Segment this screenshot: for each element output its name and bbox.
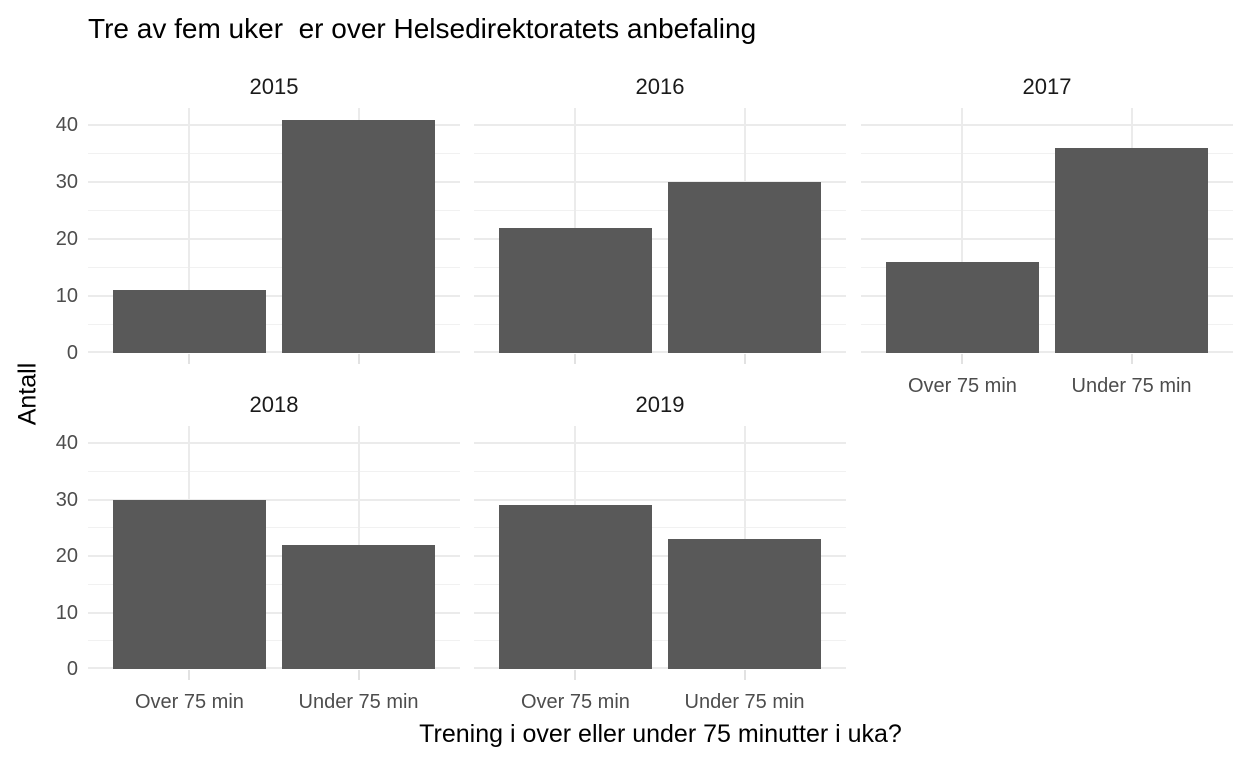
chart-title: Tre av fem uker er over Helsedirektorate… xyxy=(88,13,757,44)
bar-2016-over-75-min xyxy=(499,227,652,353)
y-axis-title: Antall xyxy=(13,362,42,426)
y-tick-label: 40 xyxy=(55,432,78,455)
gridline-x-major xyxy=(961,108,964,353)
y-tick-label: 30 xyxy=(55,171,78,194)
gridline-major xyxy=(861,238,1233,241)
gridline-minor xyxy=(861,267,1233,269)
facet-label-2018: 2018 xyxy=(249,392,299,417)
gridline-minor xyxy=(88,583,460,585)
gridline-major xyxy=(474,498,846,501)
gridline-major xyxy=(474,667,846,669)
x-axis-tick xyxy=(574,354,577,364)
x-axis-title: Trening i over eller under 75 minutter i… xyxy=(419,720,902,748)
y-tick-label: 40 xyxy=(55,114,78,137)
gridline-minor xyxy=(474,267,846,269)
facet-panel-2019 xyxy=(474,426,846,669)
gridline-minor xyxy=(88,470,460,472)
bar-2019-over-75-min xyxy=(499,505,652,669)
gridline-major xyxy=(88,295,460,298)
gridline-minor xyxy=(474,153,846,155)
x-tick-label: Under 75 min xyxy=(1071,375,1192,397)
gridline-major xyxy=(474,442,846,445)
gridline-minor xyxy=(474,324,846,326)
y-tick-label: 20 xyxy=(55,545,78,568)
gridline-major xyxy=(88,611,460,614)
x-axis-tick xyxy=(743,354,746,364)
gridline-minor xyxy=(88,210,460,212)
x-axis-tick xyxy=(574,670,577,680)
facet-panel-2016 xyxy=(474,108,846,353)
facet-label-2015: 2015 xyxy=(249,74,299,99)
y-tick-label: 20 xyxy=(55,228,78,251)
bar-2019-under-75-min xyxy=(668,539,821,669)
gridline-major xyxy=(861,295,1233,298)
gridline-major xyxy=(861,351,1233,353)
gridline-major xyxy=(88,555,460,558)
facet-label-2016: 2016 xyxy=(635,74,685,99)
y-tick-label: 10 xyxy=(55,285,78,308)
facet-panel-2015 xyxy=(88,108,460,353)
gridline-major xyxy=(88,667,460,669)
x-tick-label: Over 75 min xyxy=(134,691,244,713)
gridline-major xyxy=(861,124,1233,127)
gridline-minor xyxy=(474,527,846,529)
bar-2015-under-75-min xyxy=(282,119,435,353)
bar-2017-under-75-min xyxy=(1055,148,1208,353)
y-tick-label: 10 xyxy=(55,601,78,624)
bar-2018-under-75-min xyxy=(282,544,435,669)
gridline-major xyxy=(474,238,846,241)
y-tick-label: 30 xyxy=(55,488,78,511)
bar-2018-over-75-min xyxy=(113,499,266,669)
facet-panel-2018 xyxy=(88,426,460,669)
gridline-major xyxy=(88,124,460,127)
x-axis-tick xyxy=(188,354,191,364)
gridline-minor xyxy=(861,153,1233,155)
gridline-major xyxy=(88,351,460,353)
gridline-major xyxy=(474,124,846,127)
x-axis-tick xyxy=(357,354,360,364)
x-axis-tick xyxy=(1130,354,1133,364)
x-tick-label: Over 75 min xyxy=(907,375,1017,397)
bar-2015-over-75-min xyxy=(113,290,266,353)
gridline-minor xyxy=(861,210,1233,212)
gridline-major xyxy=(861,181,1233,184)
gridline-major xyxy=(88,498,460,501)
x-axis-tick xyxy=(357,670,360,680)
y-tick-label: 0 xyxy=(66,342,78,364)
gridline-minor xyxy=(474,583,846,585)
x-axis-tick xyxy=(961,354,964,364)
x-tick-label: Under 75 min xyxy=(684,691,805,713)
x-tick-label: Over 75 min xyxy=(520,691,630,713)
gridline-major xyxy=(474,181,846,184)
gridline-x-major xyxy=(188,108,191,353)
gridline-minor xyxy=(88,324,460,326)
gridline-minor xyxy=(474,210,846,212)
facet-label-2019: 2019 xyxy=(635,392,685,417)
gridline-major xyxy=(474,611,846,614)
x-axis-tick xyxy=(188,670,191,680)
bar-2016-under-75-min xyxy=(668,182,821,353)
gridline-major xyxy=(88,442,460,445)
bar-2017-over-75-min xyxy=(886,261,1039,353)
x-tick-label: Under 75 min xyxy=(298,691,419,713)
gridline-minor xyxy=(88,153,460,155)
facet-panel-2017 xyxy=(861,108,1233,353)
gridline-minor xyxy=(474,640,846,642)
gridline-minor xyxy=(88,640,460,642)
y-tick-label: 0 xyxy=(66,658,78,680)
gridline-major xyxy=(474,295,846,298)
gridline-minor xyxy=(88,267,460,269)
gridline-minor xyxy=(474,470,846,472)
gridline-major xyxy=(474,351,846,353)
gridline-minor xyxy=(861,324,1233,326)
facet-label-2017: 2017 xyxy=(1022,74,1072,99)
x-axis-tick xyxy=(743,670,746,680)
gridline-major xyxy=(474,555,846,558)
gridline-major xyxy=(88,238,460,241)
gridline-major xyxy=(88,181,460,184)
gridline-minor xyxy=(88,527,460,529)
